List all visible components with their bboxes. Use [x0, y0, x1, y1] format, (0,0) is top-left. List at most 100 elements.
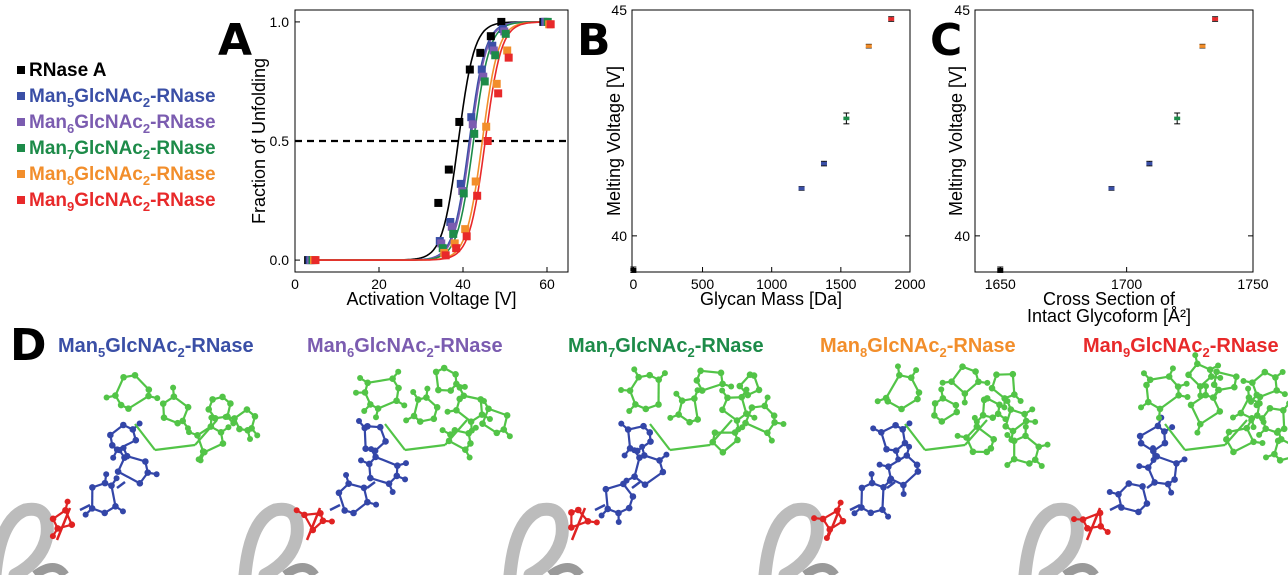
y-tick-label: 40 [954, 228, 970, 244]
x-tick-label: 1500 [825, 276, 856, 292]
structure-title-9: Man9GlcNAc2-RNase [1083, 335, 1279, 360]
x-axis-label: Activation Voltage [V] [346, 289, 516, 309]
panel-letter-d: D [10, 320, 47, 371]
x-tick-label: 1650 [985, 276, 1016, 292]
y-tick-label: 0.5 [270, 133, 290, 149]
protein-ribbon-strand [32, 563, 69, 575]
data-point-series-4 [503, 46, 512, 55]
data-point-series-3 [438, 244, 447, 253]
data-point [865, 44, 872, 48]
legend-entry: RNase A [29, 60, 107, 81]
plot-frame [974, 9, 1254, 273]
data-point-series-4 [450, 239, 459, 248]
legend-entry: Man6GlcNAc2-RNase [29, 112, 216, 136]
data-point-series-0 [455, 117, 464, 126]
legend-entry: Man9GlcNAc2-RNase [29, 190, 216, 214]
panel-letter-a: A [218, 15, 252, 66]
panel-letter-c: C [930, 15, 962, 66]
data-point-series-4 [482, 122, 491, 131]
y-tick-label: 45 [954, 2, 970, 18]
structure-title-6: Man6GlcNAc2-RNase [307, 335, 503, 360]
data-point-series-5 [473, 191, 482, 200]
legend-entry: Man5GlcNAc2-RNase [29, 86, 216, 110]
y-axis-label: Melting Voltage [V] [604, 66, 624, 216]
x-tick-label: 40 [455, 276, 471, 292]
panel-letter-b: B [577, 15, 611, 66]
data-point-series-0 [486, 32, 495, 41]
x-axis-label: Glycan Mass [Da] [700, 289, 842, 309]
glycan-structure-0 [0, 371, 261, 575]
data-point-series-1 [456, 179, 465, 188]
x-tick-label: 500 [691, 276, 715, 292]
x-tick-label: 0 [629, 276, 637, 292]
x-tick-label: 1700 [1111, 276, 1142, 292]
structure-title-8: Man8GlcNAc2-RNase [820, 335, 1016, 360]
x-tick-label: 20 [371, 276, 387, 292]
protein-ribbon-strand [282, 563, 319, 575]
data-point-series-5 [483, 137, 492, 145]
data-point-series-5 [494, 89, 503, 98]
protein-ribbon-strand [802, 563, 839, 575]
data-point-series-5 [546, 20, 555, 29]
data-point [820, 161, 827, 166]
data-point [1212, 17, 1219, 21]
y-tick-label: 1.0 [270, 14, 290, 30]
x-tick-label: 2000 [894, 276, 925, 292]
data-point [843, 116, 850, 121]
panel-b-mass-chart: 0 500 1000 1500 2000 40 45 Glycan Mass [Da] Melt… [604, 2, 926, 309]
data-point-series-4 [492, 79, 501, 88]
legend-entry: Man8GlcNAc2-RNase [29, 164, 216, 188]
legend-marker [17, 196, 25, 204]
data-point-series-2 [437, 239, 446, 248]
data-point-series-3 [470, 129, 479, 138]
data-point-series-1 [446, 217, 455, 226]
glycan-structure-2 [503, 366, 787, 575]
data-point-series-1 [467, 113, 476, 122]
panel-d-structures: Man5GlcNAc2-RNase Man6GlcNAc2-RNase Man7Gl… [0, 335, 1288, 575]
protein-ribbon [758, 502, 824, 575]
data-point-series-2 [489, 46, 498, 55]
data-point-series-3 [449, 229, 458, 238]
protein-ribbon-strand [547, 563, 584, 575]
x-axis-label: Intact Glycoform [Å²] [1027, 306, 1191, 326]
y-tick-label: 0.0 [270, 252, 290, 268]
data-point-series-5 [441, 251, 450, 260]
x-tick-label: 60 [539, 276, 555, 292]
protein-ribbon-strand [1062, 563, 1099, 575]
data-point-series-0 [465, 65, 474, 74]
data-point-series-4 [461, 225, 470, 234]
data-point [1146, 161, 1153, 166]
legend-entry: Man7GlcNAc2-RNase [29, 138, 216, 162]
x-tick-label: 1000 [756, 276, 787, 292]
data-point-series-2 [468, 120, 477, 129]
legend-marker [17, 170, 25, 178]
protein-ribbon [1018, 502, 1084, 575]
data-point [1108, 186, 1115, 191]
protein-ribbon [0, 502, 54, 575]
legend-marker [17, 92, 25, 100]
glycan-structure-3 [758, 363, 1051, 575]
glycan-structure-1 [238, 364, 513, 575]
data-point [630, 267, 637, 272]
y-tick-label: 40 [611, 228, 627, 244]
y-tick-label: 45 [611, 2, 627, 18]
structure-title-7: Man7GlcNAc2-RNase [568, 335, 764, 360]
data-point [798, 186, 805, 191]
data-point-series-5 [504, 53, 513, 62]
y-axis-label: Melting Voltage [V] [946, 66, 966, 216]
data-point [1174, 116, 1181, 121]
protein-ribbon [238, 502, 304, 575]
data-point-series-3 [491, 51, 500, 60]
plot-frame [631, 9, 911, 273]
data-point [888, 17, 895, 21]
y-axis-label: Fraction of Unfolding [249, 58, 269, 224]
data-point-series-0 [444, 165, 453, 174]
data-point-series-3 [459, 189, 468, 198]
legend-marker [17, 144, 25, 152]
legend-marker [17, 118, 25, 126]
data-point-series-0 [434, 198, 443, 207]
data-point [997, 267, 1004, 272]
structure-title-5: Man5GlcNAc2-RNase [58, 335, 254, 360]
data-point-series-1 [488, 41, 497, 50]
